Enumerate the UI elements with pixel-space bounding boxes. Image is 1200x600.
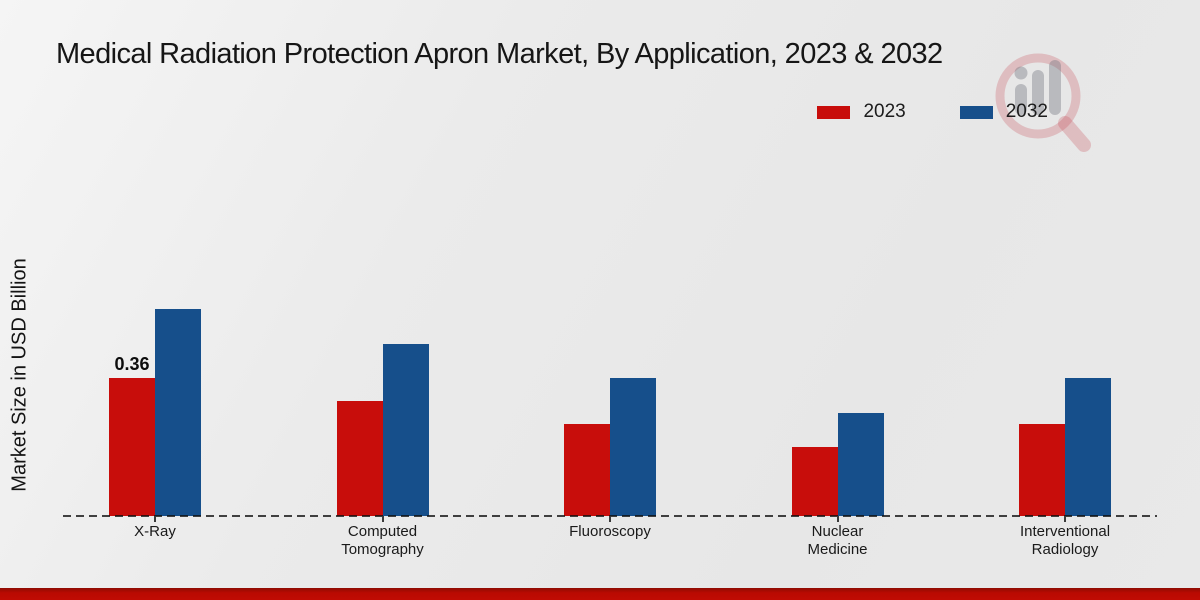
category-label-computed-tomography: Computed Tomography (341, 523, 424, 559)
bar-2032-fluoroscopy[interactable] (610, 378, 656, 516)
bar-2032-nuclear-medicine[interactable] (837, 413, 884, 516)
category-label-fluoroscopy: Fluoroscopy (569, 523, 651, 540)
legend-item-2023[interactable]: 2023 (817, 101, 906, 123)
bar-value-label: 0.36 (114, 354, 150, 374)
chart-title: Medical Radiation Protection Apron Marke… (56, 38, 943, 70)
legend-item-2032[interactable]: 2032 (959, 101, 1048, 123)
legend-swatch-2032 (959, 105, 993, 119)
bar-2032-computed-tomography[interactable] (382, 344, 429, 516)
category-label-interventional-radiology: Interventional Radiology (1019, 523, 1111, 559)
category-label-nuclear-medicine: Nuclear Medicine (807, 523, 868, 559)
axis-tick (836, 516, 839, 522)
legend-label-2023: 2023 (863, 101, 906, 122)
magnifier-logo-watermark-icon (995, 53, 1091, 152)
axis-tick (154, 516, 156, 522)
axis-tick (609, 516, 611, 522)
axis-tick (1064, 516, 1066, 522)
legend-label-2032: 2032 (1005, 101, 1048, 122)
footer-accent-bar (0, 588, 1200, 600)
bar-2032-x-ray[interactable] (155, 309, 201, 516)
bar-2023-x-ray[interactable] (109, 378, 155, 516)
bar-2023-fluoroscopy[interactable] (564, 424, 610, 516)
bar-2023-nuclear-medicine[interactable] (791, 447, 838, 516)
bar-2032-interventional-radiology[interactable] (1065, 378, 1111, 516)
bar-2023-interventional-radiology[interactable] (1019, 424, 1065, 516)
y-axis-label: Market Size in USD Billion (8, 258, 31, 492)
legend-swatch-2023 (817, 105, 851, 119)
axis-tick (381, 516, 384, 522)
legend: 2023 2032 (817, 101, 1048, 123)
category-label-x-ray: X-Ray (134, 523, 176, 540)
bar-2023-computed-tomography[interactable] (336, 401, 383, 516)
